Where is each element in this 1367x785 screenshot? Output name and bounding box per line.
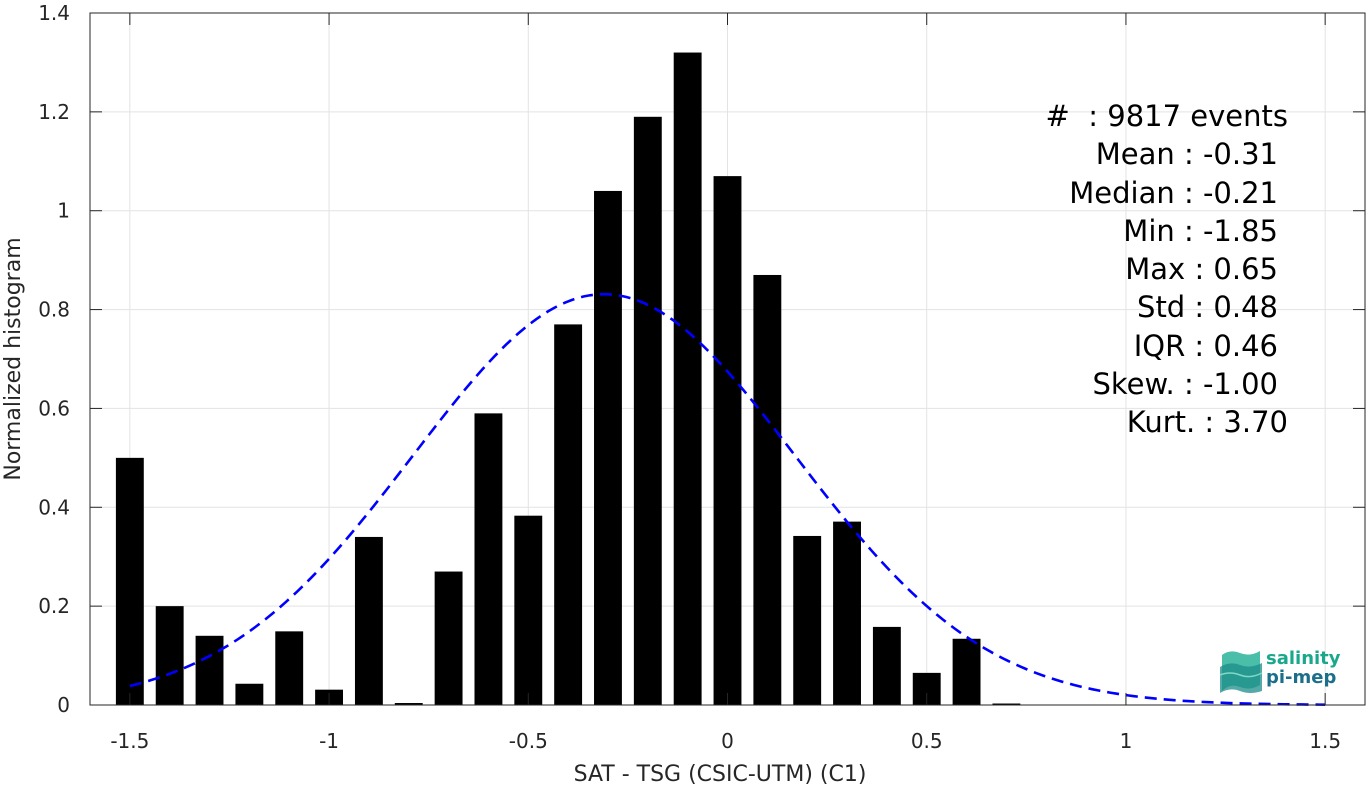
stat-events: # : 9817 events [1045,99,1288,133]
y-tick-label-5: 1 [57,199,70,223]
x-axis-label: SAT - TSG (CSIC-UTM) (C1) [574,762,867,785]
x-tick-label-0: -1.5 [110,729,149,753]
x-axis-ticks: -1.5 -1 -0.5 0 0.5 1 1.5 [110,13,1341,753]
bar-4 [275,631,304,705]
stat-kurt: Kurt. : 3.70 [1126,405,1288,440]
y-tick-label-7: 1.4 [38,1,70,25]
logo-waves-icon [1219,651,1263,693]
bar-1 [155,606,184,705]
bar-9 [474,413,503,705]
y-tick-label-1: 0.2 [38,594,70,618]
bar-15 [713,176,742,706]
x-tick-label-4: 0.5 [911,729,943,753]
logo-text-salinity: salinity [1266,648,1341,669]
y-tick-label-6: 1.2 [38,100,70,124]
y-tick-label-0: 0 [57,693,70,717]
stat-skew: Skew. : -1.00 [1092,367,1278,402]
y-axis-label: Normalized histogram [1,237,26,480]
bars-group [115,52,1021,706]
bar-7 [394,703,423,705]
stat-std: Std : 0.48 [1137,290,1278,325]
bar-12 [594,190,622,705]
stat-iqr: IQR : 0.46 [1133,328,1278,363]
stat-min: Min : -1.85 [1123,213,1278,248]
bar-14 [673,52,702,706]
bar-13 [633,116,662,706]
logo-text-pimep: pi-mep [1266,667,1337,688]
stat-median: Median : -0.21 [1069,175,1278,210]
statistics-annotation: # : 9817 events Mean : -0.31 Median : -0… [1046,97,1288,442]
x-tick-label-5: 1 [1120,729,1133,753]
x-tick-label-2: -0.5 [509,729,548,753]
bar-10 [514,515,543,705]
bar-16 [753,274,782,705]
bar-21 [952,638,981,705]
bar-17 [793,535,822,705]
y-axis-ticks: 0 0.2 0.4 0.6 0.8 1 1.2 1.4 [38,1,1365,717]
x-tick-label-1: -1 [319,729,339,753]
bar-19 [872,626,901,705]
x-tick-label-3: 0 [721,729,734,753]
stat-mean: Mean : -0.31 [1095,137,1278,172]
bar-3 [235,683,264,705]
bar-0 [115,457,144,705]
stat-max: Max : 0.65 [1125,252,1278,287]
bar-11 [554,324,583,705]
x-tick-label-6: 1.5 [1309,729,1341,753]
bar-22 [992,703,1021,705]
bar-18 [833,521,861,705]
y-tick-label-3: 0.6 [38,396,70,420]
bar-8 [434,571,463,705]
bar-2 [195,635,224,705]
y-tick-label-4: 0.8 [38,298,70,322]
bar-6 [354,536,383,705]
y-tick-label-2: 0.4 [38,495,70,519]
salinity-pimep-logo: salinity pi-mep [1218,645,1348,695]
